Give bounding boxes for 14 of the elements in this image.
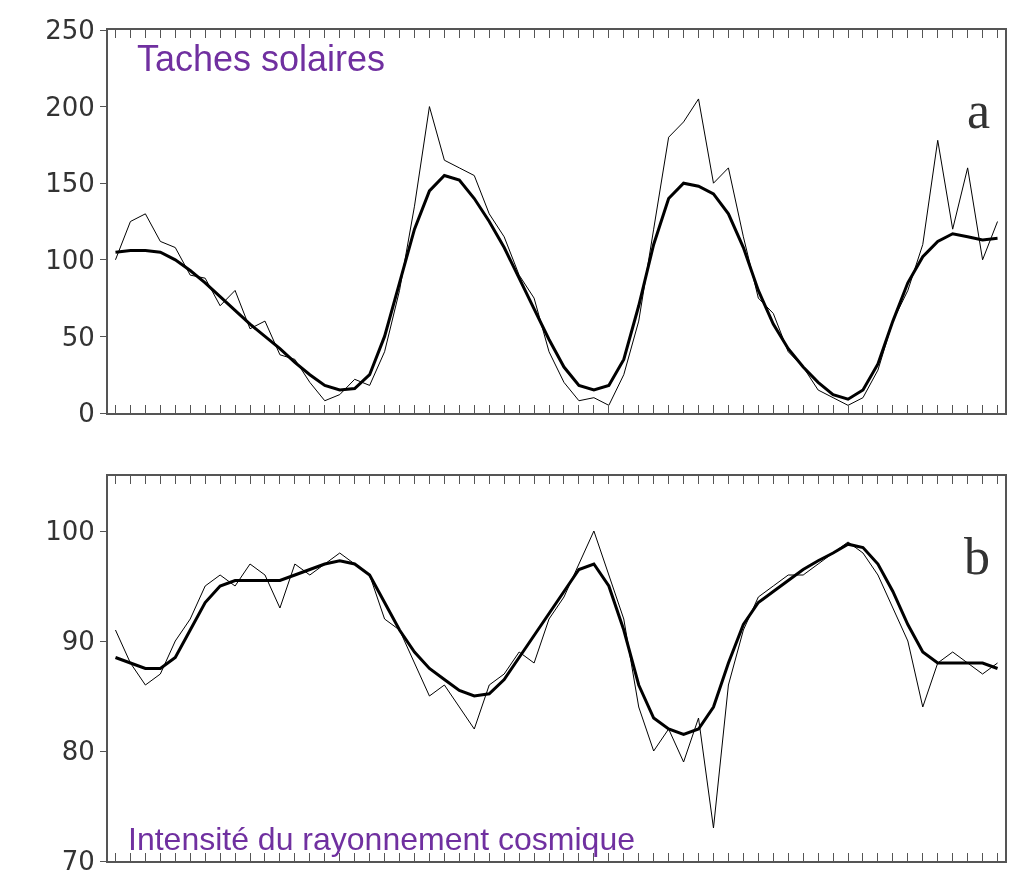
y-tick-label: 100 <box>45 516 95 547</box>
y-tick-label: 90 <box>61 626 95 657</box>
y-tick-label: 150 <box>45 168 95 199</box>
annotation: Taches solaires <box>137 38 386 79</box>
annotation: b <box>964 528 990 585</box>
y-tick-label: 250 <box>45 15 95 46</box>
y-tick-label: 0 <box>78 398 95 429</box>
y-tick-label: 50 <box>61 321 95 352</box>
y-tick-label: 100 <box>45 244 95 275</box>
annotation: a <box>967 82 991 139</box>
annotation: Intensité du rayonnement cosmique <box>128 821 635 857</box>
y-tick-label: 200 <box>45 91 95 122</box>
y-tick-label: 80 <box>61 736 95 767</box>
y-tick-label: 70 <box>61 846 95 877</box>
